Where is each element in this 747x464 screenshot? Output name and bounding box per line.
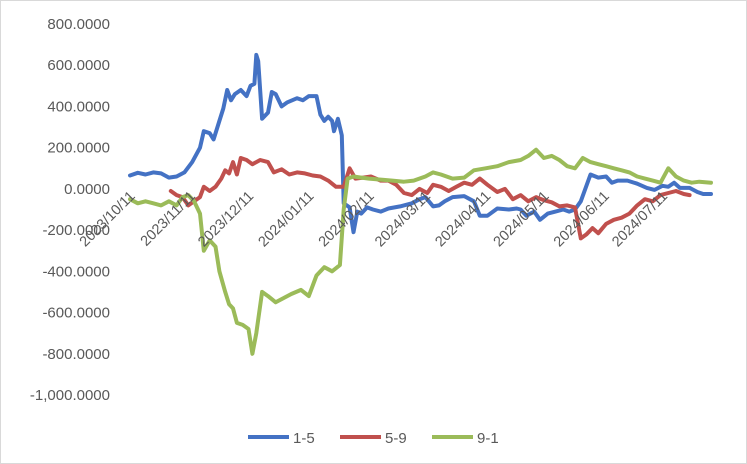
series-line-2 [168, 156, 692, 241]
legend-label-2: 5-9 [385, 430, 407, 447]
y-tick-label: -400.0000 [42, 263, 110, 280]
y-tick-label: 600.0000 [47, 57, 110, 74]
y-tick-label: -600.0000 [42, 305, 110, 322]
legend-label-1: 1-5 [293, 430, 315, 447]
y-tick-label: -200.0000 [42, 222, 110, 239]
series-line-3 [128, 147, 713, 356]
x-tick-label: 2024/01/11 [256, 188, 318, 250]
y-tick-label: 400.0000 [47, 98, 110, 115]
legend: 1-5 5-9 9-1 [248, 430, 499, 447]
y-axis-ticks: 800.0000 600.0000 400.0000 200.0000 0.0000 -2… [30, 16, 110, 404]
x-tick-label: 2024/03/11 [372, 188, 434, 250]
y-tick-label: -1,000.0000 [30, 387, 110, 404]
y-tick-label: 200.0000 [47, 140, 110, 157]
series-line-1 [128, 52, 713, 235]
y-tick-label: -800.0000 [42, 346, 110, 363]
y-tick-label: 0.0000 [64, 181, 110, 198]
y-tick-label: 800.0000 [47, 16, 110, 33]
x-tick-label: 2023/12/11 [195, 188, 257, 250]
series-lines [128, 52, 713, 356]
legend-label-3: 9-1 [477, 430, 499, 447]
x-tick-label: 2023/11/11 [138, 188, 199, 249]
